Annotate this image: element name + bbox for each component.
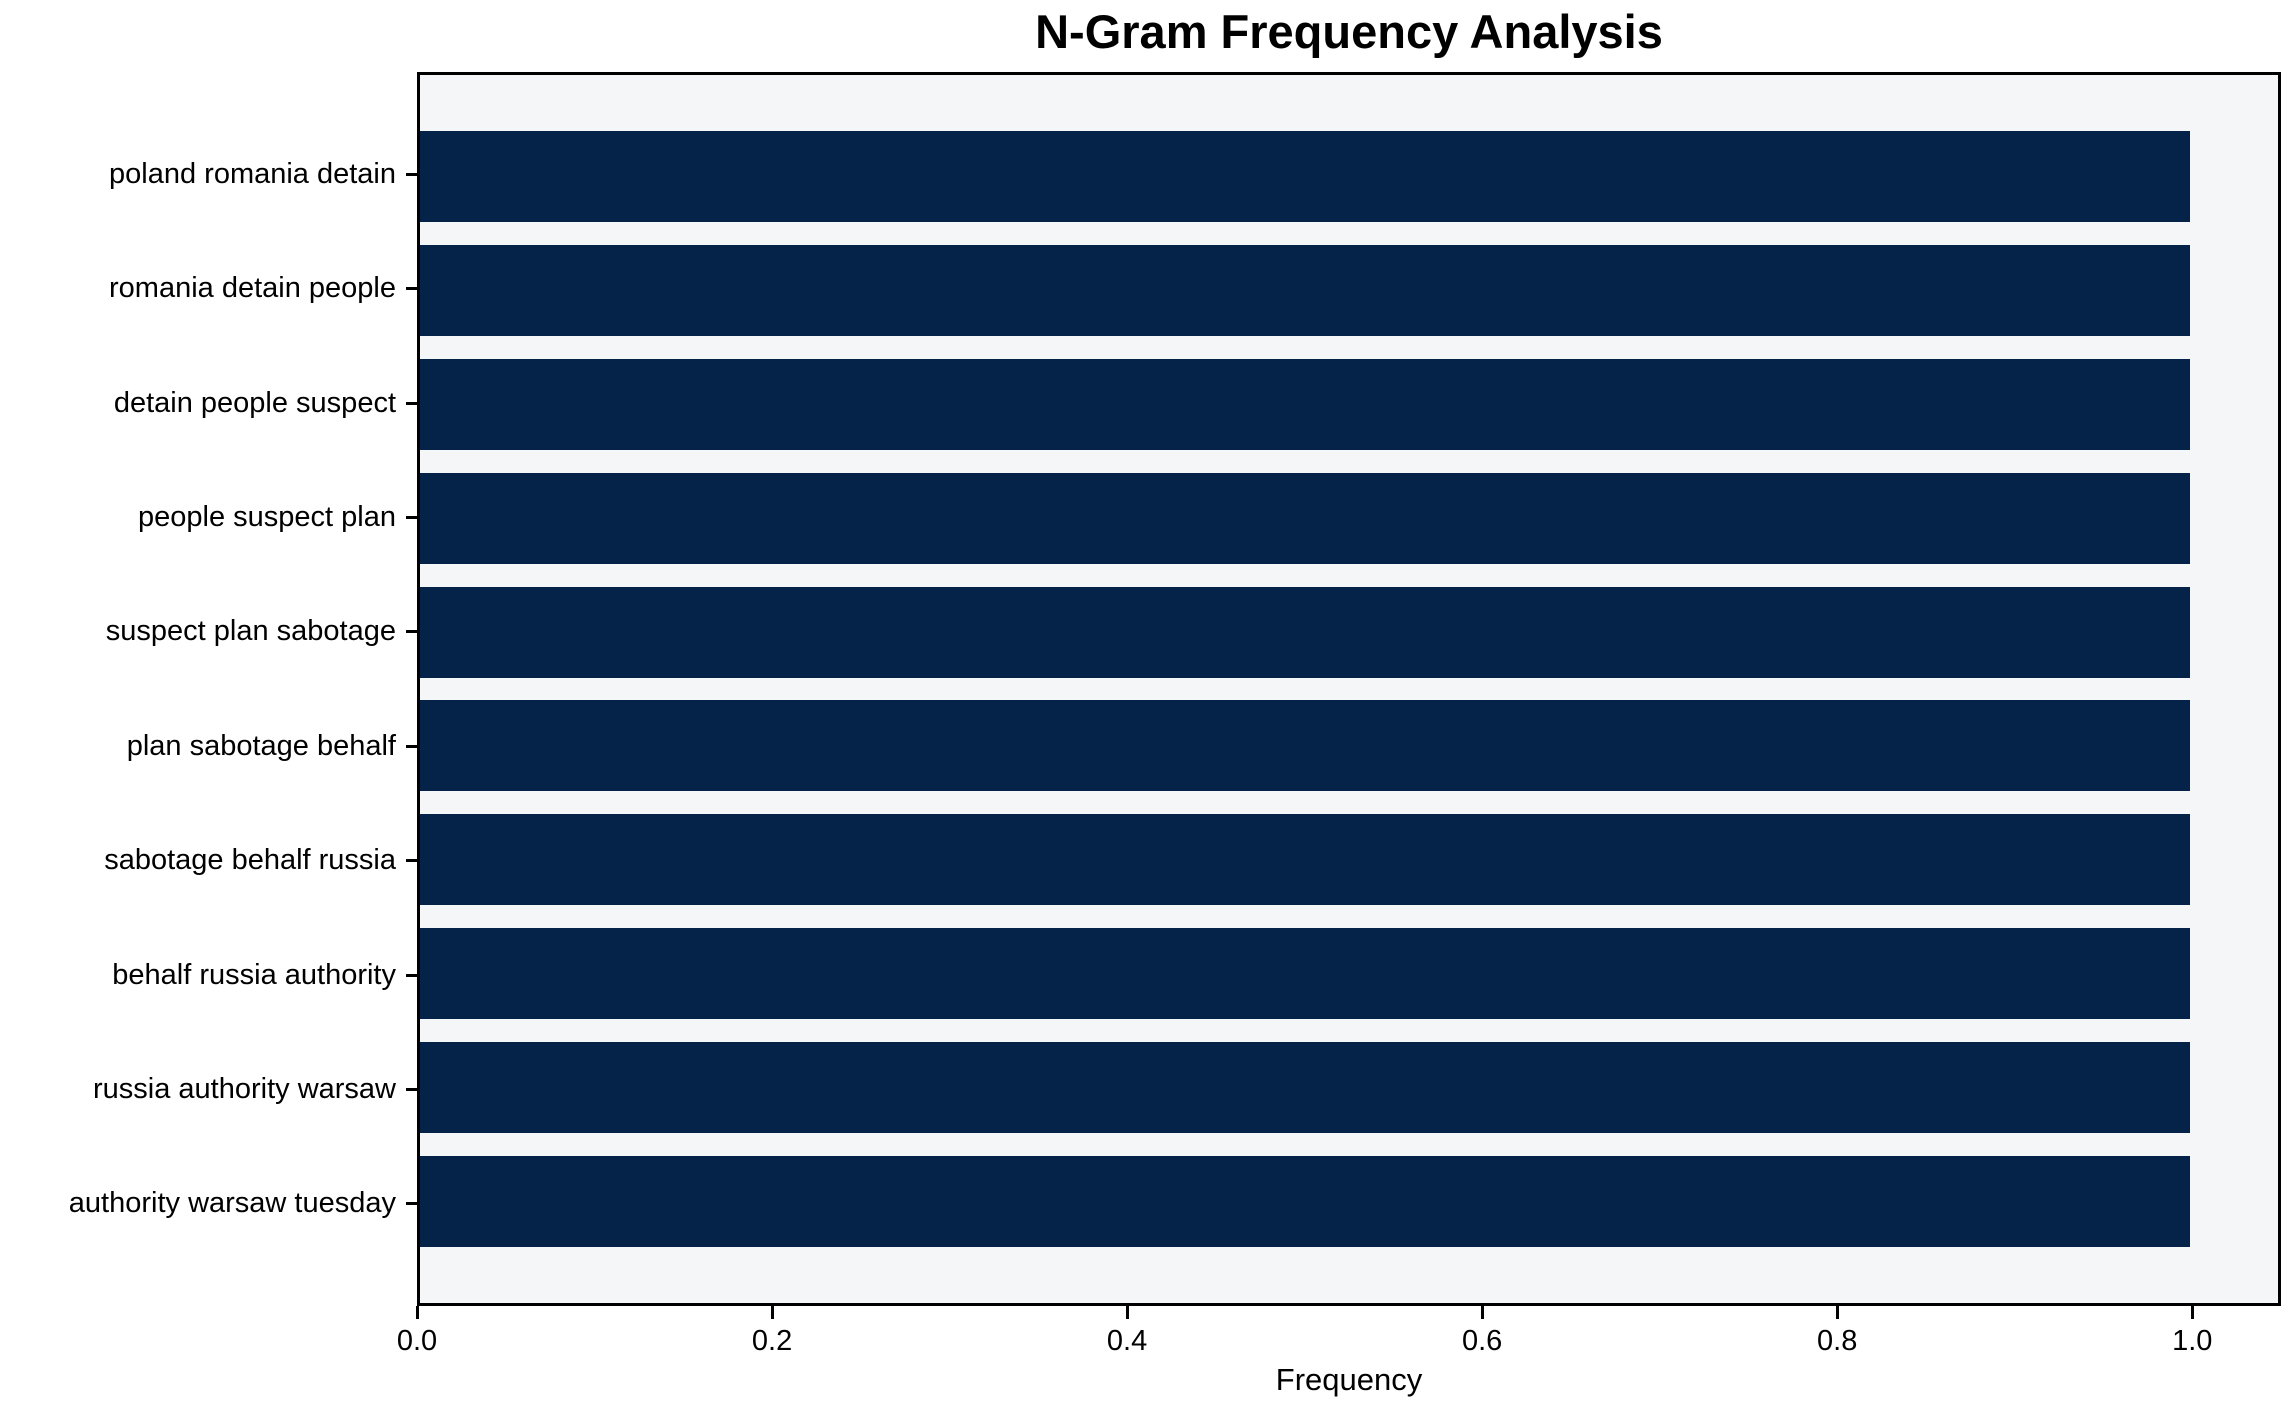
y-tick-row: romania detain people [0, 231, 417, 345]
bar-row [420, 689, 2278, 803]
y-tick-label: sabotage behalf russia [104, 844, 396, 877]
bar-row [420, 234, 2278, 348]
x-tick-mark [1481, 1306, 1485, 1319]
bar-8 [420, 1041, 2190, 1133]
y-tick-mark [406, 172, 417, 176]
y-tick-mark [406, 630, 417, 634]
y-tick-label: romania detain people [109, 272, 396, 305]
bar-6 [420, 814, 2190, 906]
bar-7 [420, 927, 2190, 1019]
y-tick-label: behalf russia authority [112, 958, 396, 991]
x-tick-mark [1836, 1306, 1840, 1319]
y-tick-mark [406, 287, 417, 291]
y-tick-mark [406, 515, 417, 519]
bar-0 [420, 131, 2190, 223]
bar-row [420, 917, 2278, 1031]
x-tick-label: 1.0 [2172, 1325, 2213, 1357]
bar-row [420, 120, 2278, 234]
bar-1 [420, 245, 2190, 337]
x-tick-label: 0.6 [1461, 1325, 1503, 1357]
y-tick-row: russia authority warsaw [0, 1032, 417, 1146]
x-tick-label: 0.8 [1817, 1325, 1858, 1357]
chart-title: N-Gram Frequency Analysis [1035, 5, 1663, 58]
bar-row [420, 575, 2278, 689]
bar-row [420, 461, 2278, 575]
x-tick-label: 0.2 [751, 1325, 793, 1357]
x-axis-ticks: 0.0 0.2 0.4 0.6 0.8 1.0 [397, 1306, 2281, 1366]
y-tick-label: detain people suspect [113, 386, 396, 419]
bar-4 [420, 586, 2190, 678]
y-tick-row: plan sabotage behalf [0, 689, 417, 803]
y-tick-mark [406, 401, 417, 405]
x-tick-mark [1126, 1306, 1130, 1319]
y-tick-row: sabotage behalf russia [0, 803, 417, 917]
y-tick-mark [406, 973, 417, 977]
y-tick-label: poland romania detain [109, 157, 396, 190]
x-tick-mark [771, 1306, 775, 1319]
bar-row [420, 803, 2278, 917]
x-tick-mark [416, 1306, 419, 1319]
y-tick-label: people suspect plan [138, 500, 396, 533]
bar-2 [420, 358, 2190, 450]
y-tick-mark [406, 1087, 417, 1091]
bar-row [420, 1144, 2278, 1258]
y-tick-row: detain people suspect [0, 346, 417, 460]
x-axis-label: Frequency [1275, 1362, 1423, 1397]
x-tick-label: 0.0 [396, 1325, 438, 1357]
x-tick-mark [2191, 1306, 2195, 1319]
y-tick-row: poland romania detain [0, 117, 417, 231]
y-tick-label: suspect plan sabotage [105, 615, 396, 648]
bar-9 [420, 1155, 2190, 1247]
bar-row [420, 1030, 2278, 1144]
y-tick-mark [406, 859, 417, 863]
y-tick-mark [406, 744, 417, 748]
y-tick-row: authority warsaw tuesday [0, 1147, 417, 1261]
x-tick-label: 0.4 [1106, 1325, 1148, 1357]
y-tick-label: authority warsaw tuesday [68, 1187, 396, 1220]
y-tick-row: suspect plan sabotage [0, 575, 417, 689]
bar-3 [420, 472, 2190, 564]
y-axis-tick-labels: poland romania detain romania detain peop… [0, 72, 417, 1306]
y-tick-row: people suspect plan [0, 460, 417, 574]
y-tick-row: behalf russia authority [0, 918, 417, 1032]
plot-area [417, 72, 2281, 1306]
y-tick-label: plan sabotage behalf [126, 729, 396, 762]
bar-5 [420, 700, 2190, 792]
bar-row [420, 348, 2278, 462]
y-tick-mark [406, 1202, 417, 1206]
y-tick-label: russia authority warsaw [93, 1072, 396, 1105]
